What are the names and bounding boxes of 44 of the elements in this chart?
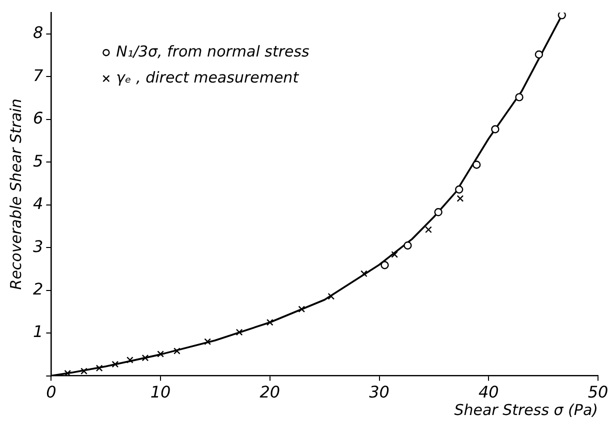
point (360, 270, 368, 278)
point (157, 350, 164, 358)
point (455, 185, 464, 194)
point (328, 292, 335, 300)
point (558, 12, 566, 20)
point (126, 356, 134, 364)
x-tick-label: 20 (260, 382, 280, 402)
point (391, 251, 398, 258)
y-tick-label: 7 (32, 66, 44, 85)
x-tick-label: 10 (150, 382, 171, 402)
point (491, 125, 500, 134)
point (425, 226, 432, 234)
point (380, 261, 389, 270)
y-tick-label: 5 (32, 151, 44, 170)
point (96, 364, 103, 372)
point (266, 318, 274, 326)
point (515, 93, 524, 102)
point (298, 306, 306, 313)
y-tick-label: 1 (32, 322, 44, 342)
legend-label: N₁/3σ, from normal stress (116, 42, 310, 60)
point (236, 328, 243, 336)
point (142, 354, 149, 362)
point (204, 338, 211, 346)
y-tick-label: 4 (32, 194, 44, 214)
y-axis-title: Recoverable Shear Strain (6, 98, 25, 290)
x-tick-label: 30 (369, 382, 390, 402)
y-tick-label: 8 (32, 23, 44, 42)
point (404, 241, 412, 250)
x-tick-label: 40 (478, 382, 499, 402)
point (64, 370, 72, 376)
x-axis-title: Shear Stress σ (Pa) (454, 400, 598, 419)
legend-label: γₑ , direct measurement (116, 68, 300, 86)
point (456, 195, 464, 202)
y-tick-label: 3 (32, 236, 44, 256)
y-tick-label: 6 (32, 108, 44, 128)
point (534, 50, 544, 59)
point (472, 160, 481, 169)
x-tick-label: 0 (46, 382, 56, 402)
y-tick-label: 2 (32, 279, 44, 298)
point (434, 208, 442, 216)
point (174, 348, 180, 354)
point (112, 360, 119, 368)
point (80, 368, 88, 375)
x-tick-label: 50 (588, 382, 608, 402)
